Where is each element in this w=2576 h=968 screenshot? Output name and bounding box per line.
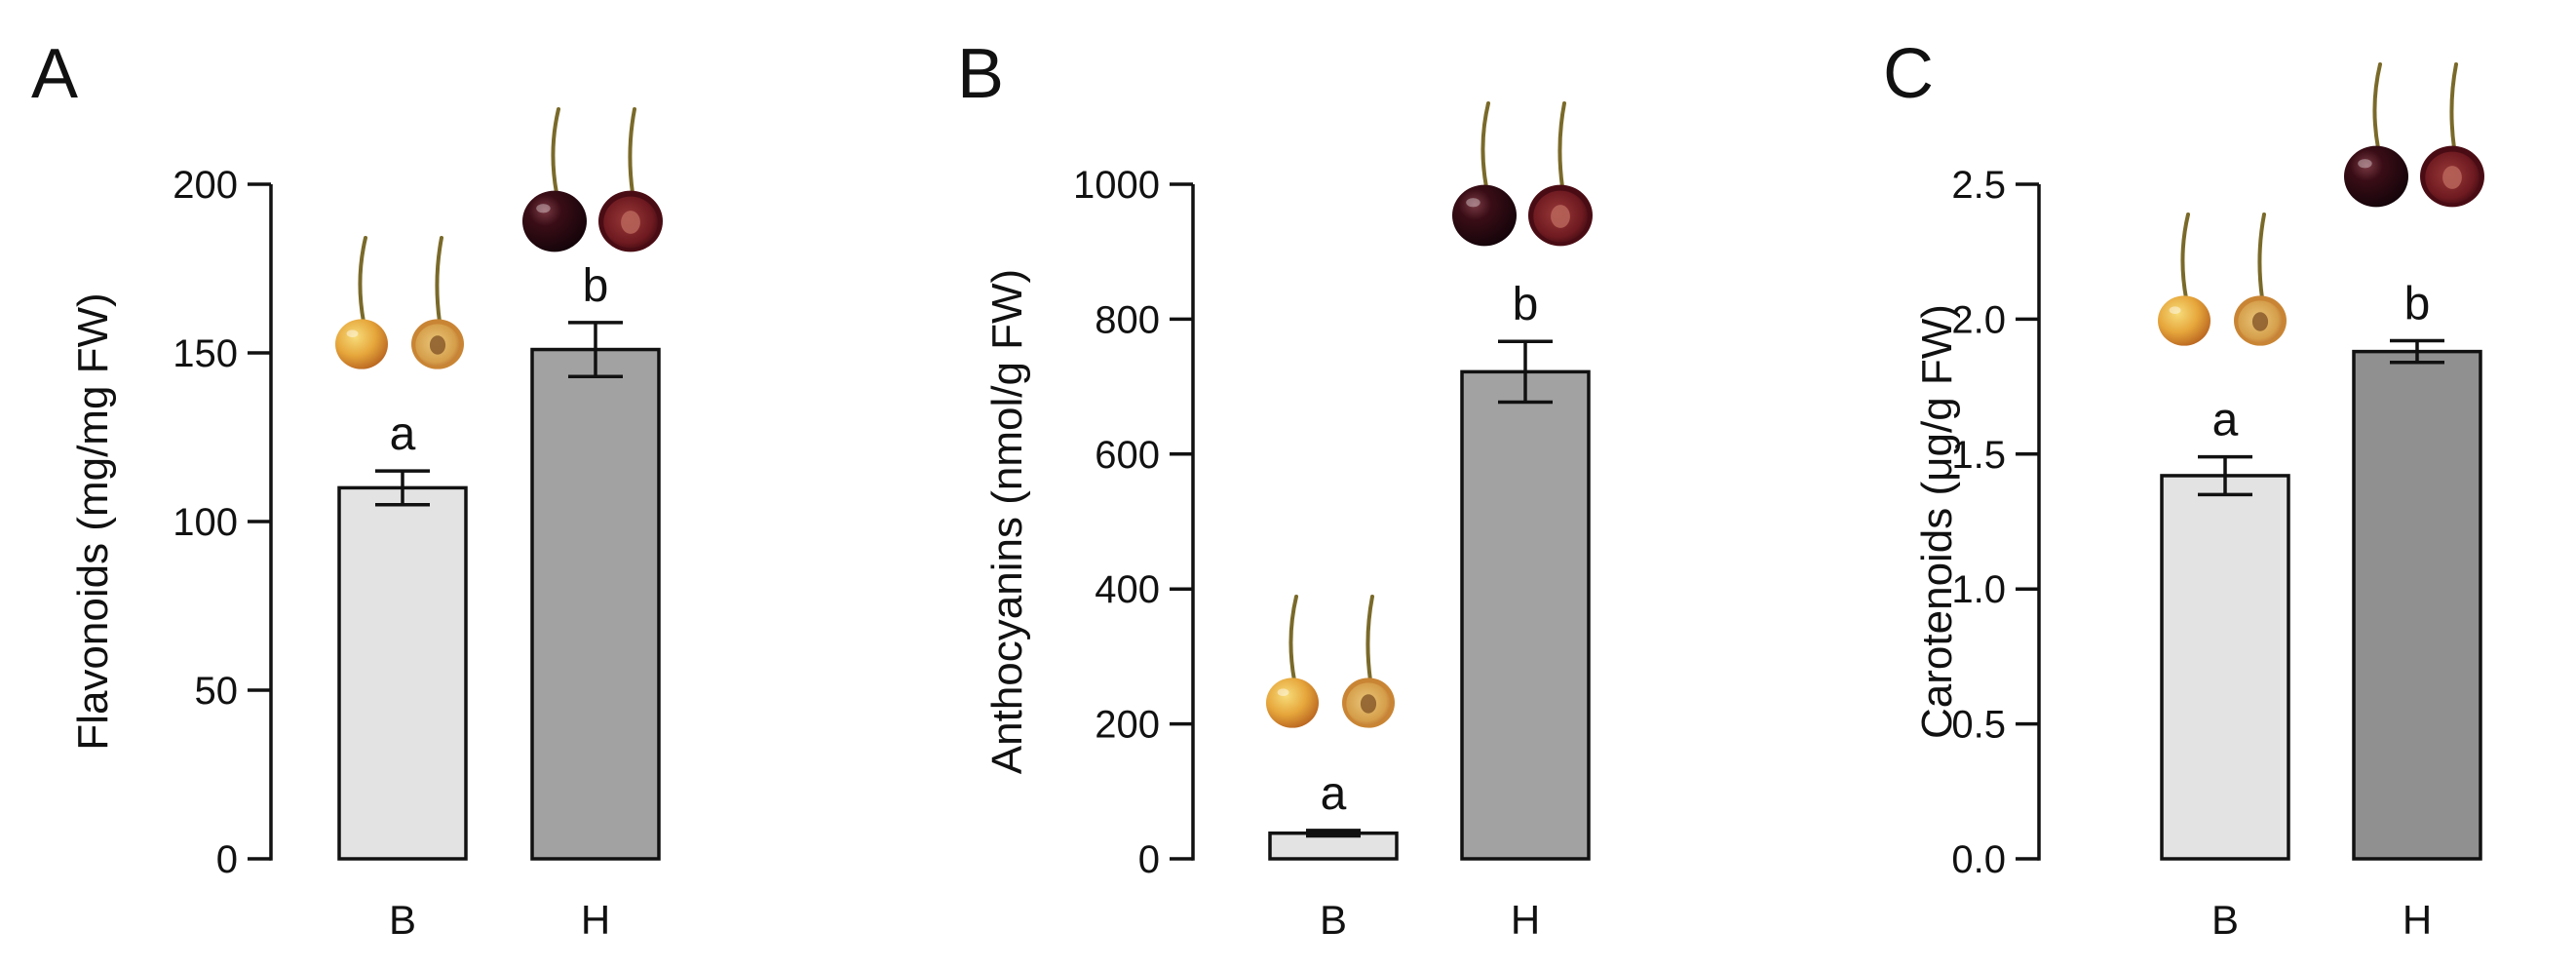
bars: a Bb H (1266, 101, 1593, 943)
y-axis: 0 50 100 150 200 (173, 164, 273, 881)
significance-label: a (2212, 395, 2239, 446)
panel-label: B (957, 35, 1004, 113)
panel-label: C (1883, 35, 1934, 113)
x-category-label: B (389, 897, 416, 943)
stem (1480, 101, 1490, 189)
y-tick-label: 100 (173, 501, 238, 544)
fruit-highlight (1277, 688, 1289, 696)
x-category-label: H (1511, 897, 1540, 943)
fruit-highlight (1466, 198, 1480, 208)
fruit-highlight (2358, 159, 2372, 169)
y-axis-title: Carotenoids (μg/g FW) (1913, 304, 1961, 739)
bar-b (2160, 474, 2290, 861)
y-tick-label: 2.0 (1951, 298, 2006, 341)
whole-fruit (522, 190, 587, 252)
whole-fruit (335, 319, 388, 369)
y-tick-label: 2.5 (1951, 164, 2006, 207)
y-tick-label: 50 (195, 670, 239, 713)
cut-fruit-pit (429, 335, 446, 355)
bar-b (337, 485, 468, 861)
stem (628, 107, 636, 195)
significance-label: b (1513, 279, 1539, 330)
yellow-cherry-pair-image (1266, 595, 1395, 728)
whole-fruit (2344, 145, 2408, 208)
yellow-cherry-pair-image (335, 236, 464, 369)
stem (1365, 595, 1374, 682)
fruit-highlight (2169, 306, 2181, 314)
y-tick-label: 1.5 (1951, 434, 2006, 477)
fruit-highlight (346, 329, 359, 337)
stem (2257, 213, 2266, 300)
fruit-highlight (536, 204, 551, 213)
stem (1557, 101, 1566, 189)
dark-cherry-pair-image (522, 107, 663, 252)
panel-c: C 0.0 0.5 1.0 1.5 2.0 2.5 a Bb H Carotenoids (μ… (1883, 35, 2484, 943)
x-category-label: B (2211, 897, 2239, 943)
y-tick-label: 400 (1095, 568, 1160, 611)
cut-fruit-pit (1360, 694, 1377, 714)
y-tick-label: 600 (1095, 434, 1160, 477)
stem (358, 236, 367, 324)
x-category-label: H (581, 897, 610, 943)
dark-cherry-pair-image (2344, 62, 2484, 208)
y-tick-label: 0.0 (1951, 838, 2006, 881)
bars: a Bb H (2158, 62, 2484, 943)
stem (1288, 595, 1298, 682)
y-tick-label: 1.0 (1951, 568, 2006, 611)
stem (2180, 213, 2190, 300)
yellow-cherry-pair-image (2158, 213, 2287, 346)
y-tick-label: 0 (1138, 838, 1160, 881)
significance-label: b (583, 260, 609, 312)
y-axis-title: Flavonoids (mg/mg FW) (69, 292, 117, 750)
stem (2449, 62, 2458, 150)
significance-label: a (1321, 768, 1347, 820)
x-category-label: H (2403, 897, 2432, 943)
panel-b: B 0 200 400 600 800 1000 a Bb H Anthocyanins (n… (957, 35, 1593, 943)
bar-h (1460, 369, 1591, 861)
whole-fruit (1266, 678, 1319, 728)
stem (551, 107, 560, 195)
cut-fruit-pit (2251, 312, 2269, 331)
panel-label: A (31, 35, 78, 113)
stem (2372, 62, 2382, 150)
y-tick-label: 200 (173, 164, 238, 207)
stem (435, 236, 443, 324)
panel-a: A 0 50 100 150 200 a Bb H Flavonoids (mg/mg FW… (31, 35, 663, 943)
dark-cherry-pair-image (1452, 101, 1593, 247)
y-tick-label: 0.5 (1951, 704, 2006, 747)
y-tick-label: 0 (216, 838, 238, 881)
y-tick-label: 150 (173, 332, 238, 375)
significance-label: a (390, 408, 416, 460)
cut-fruit-pit (1551, 205, 1570, 228)
y-axis: 0.0 0.5 1.0 1.5 2.0 2.5 (1951, 164, 2041, 881)
whole-fruit (2158, 295, 2211, 346)
bar-h (530, 347, 661, 861)
y-tick-label: 800 (1095, 298, 1160, 341)
bar-h (2352, 349, 2482, 861)
bars: a Bb H (335, 107, 663, 943)
y-axis: 0 200 400 600 800 1000 (1073, 164, 1195, 881)
y-axis-title: Anthocyanins (nmol/g FW) (983, 269, 1031, 774)
cut-fruit-pit (2442, 166, 2462, 189)
y-tick-label: 200 (1095, 704, 1160, 747)
whole-fruit (1452, 184, 1517, 247)
y-tick-label: 1000 (1073, 164, 1160, 207)
significance-label: b (2404, 279, 2431, 330)
x-category-label: B (1320, 897, 1347, 943)
cut-fruit-pit (621, 211, 640, 234)
